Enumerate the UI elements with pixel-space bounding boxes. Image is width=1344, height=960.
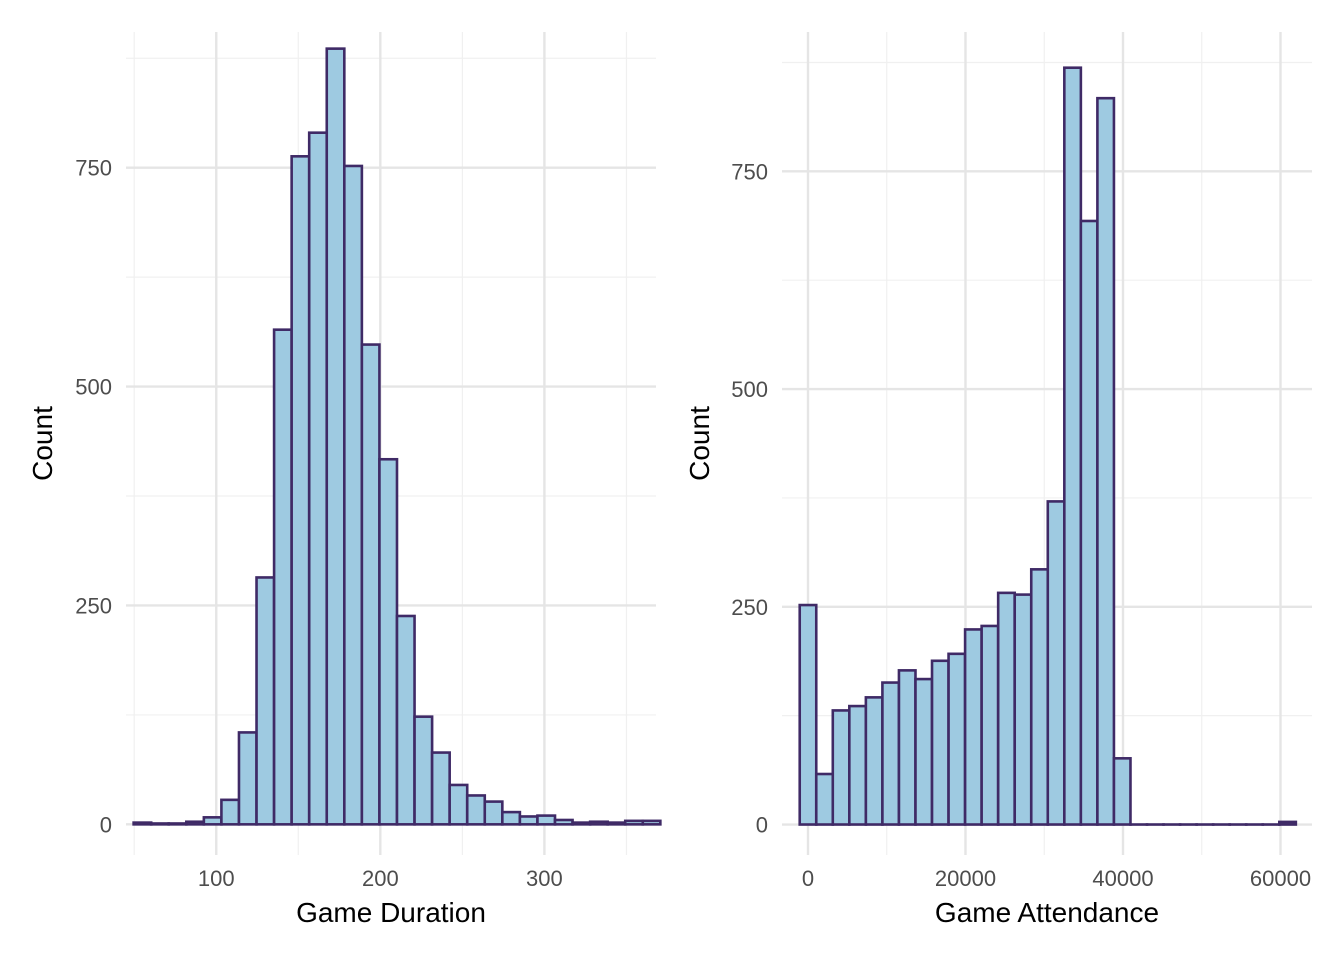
histogram-bar [914,677,934,826]
histogram-bar [1096,96,1116,826]
x-tick-label: 20000 [935,866,996,891]
y-tick-label: 750 [731,159,768,184]
histogram-bar [272,328,293,826]
histogram-bar [641,819,662,826]
histogram-bar [430,751,451,826]
histogram-bar [588,820,609,826]
x-tick-label: 200 [362,866,399,891]
y-tick-label: 500 [75,375,112,400]
histogram-bar [185,820,206,826]
x-axis-title: Game Attendance [935,897,1159,928]
y-tick-label: 750 [75,156,112,181]
x-tick-label: 60000 [1250,866,1311,891]
y-tick-label: 0 [756,813,768,838]
chart-panel-duration: 0 250 500 750 100 200 300 Game Duration Count [27,32,662,928]
histogram-bar [536,814,557,826]
histogram-bar [864,696,884,826]
histogram-bar [963,628,983,826]
histogram-bar [831,709,851,826]
histogram-bar [413,715,434,826]
y-axis-title: Count [684,406,715,481]
y-tick-label: 250 [75,593,112,618]
x-tick-label: 100 [198,866,235,891]
histogram-bar [798,603,818,826]
histogram-bar [1278,820,1298,826]
histogram-bar [149,822,171,826]
histogram-bar [132,821,153,826]
x-tick-label: 300 [526,866,563,891]
x-axis-title: Game Duration [296,897,486,928]
histogram-bar [167,822,188,826]
histogram-bar [606,821,627,826]
histogram-bar [947,652,967,826]
histogram-bar [848,704,868,826]
chart-panel-attendance: 0 250 500 750 0 20000 40000 60000 Game Attendanc… [684,32,1312,928]
histogram-bar [1029,568,1050,826]
histogram-bar [897,669,917,826]
histogram-bar [465,794,487,826]
histogram-bar [1079,219,1099,826]
histogram-bar [343,164,364,826]
histogram-bar [395,614,416,826]
x-tick-label: 40000 [1092,866,1153,891]
histogram-bar [553,818,574,826]
histogram-bar [483,800,504,826]
histogram-bar [814,772,835,826]
histogram-bar [202,816,223,826]
histogram-bar [448,783,469,826]
histogram-bar [237,731,258,826]
histogram-bar [881,681,901,826]
histogram-bar [220,798,241,826]
x-tick-label: 0 [802,866,814,891]
histogram-bar [930,659,950,826]
histogram-bar [623,819,645,826]
histogram-bar [571,821,592,826]
y-tick-label: 0 [100,812,112,837]
histogram-bar [378,457,399,826]
histogram-bar [518,815,539,826]
y-tick-label: 250 [731,595,768,620]
histogram-bar [1013,593,1033,826]
histogram-bar [325,47,346,826]
histogram-bar [360,343,381,826]
histogram-bar [290,155,311,826]
histogram-bar [255,576,276,826]
histogram-bar [307,131,329,826]
y-tick-label: 500 [731,377,768,402]
histogram-bar [980,624,1000,826]
y-axis-title: Count [27,406,58,481]
histogram-bar [1046,500,1066,826]
histogram-bar [501,810,522,826]
histogram-bar [1112,757,1132,826]
histogram-bar [1063,66,1083,826]
histogram-bar [996,591,1017,826]
